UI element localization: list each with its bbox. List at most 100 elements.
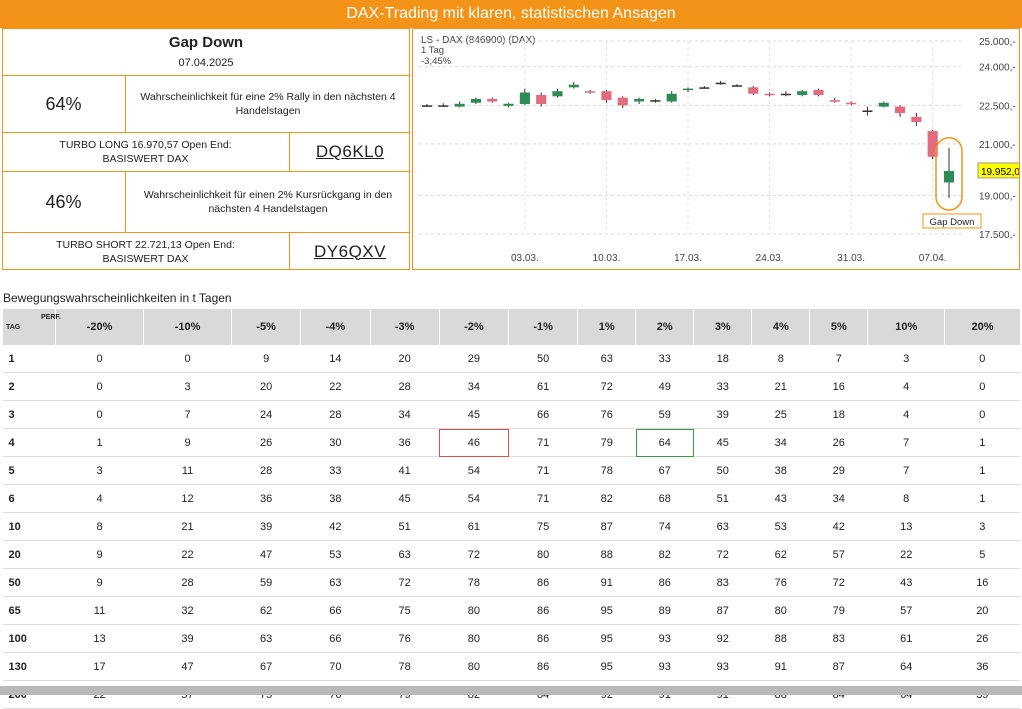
corner-perf-label: PERF. [41, 314, 61, 321]
table-cell: 29 [439, 345, 509, 373]
table-cell: 71 [508, 484, 578, 513]
table-cell: 22 [300, 372, 371, 401]
column-header: -5% [231, 309, 301, 345]
table-cell: 25 [751, 400, 810, 429]
table-cell: 64 [635, 428, 694, 457]
table-cell: 76 [370, 624, 440, 653]
annotation-box [922, 213, 982, 229]
table-cell: 8 [867, 484, 945, 513]
candle-body [927, 131, 938, 157]
table-cell: 79 [577, 428, 636, 457]
row-tag: 50 [2, 568, 56, 597]
table-cell: 16 [944, 568, 1020, 597]
table-cell: 50 [693, 456, 752, 485]
table-cell: 4 [867, 400, 945, 429]
corner-tag-label: TAG [6, 324, 21, 331]
column-header: -1% [507, 309, 578, 345]
x-tick-label: 07.04. [919, 253, 947, 264]
candle-body [813, 89, 824, 96]
candle-body [748, 87, 759, 94]
table-cell: 83 [693, 568, 752, 597]
table-cell: 47 [143, 652, 232, 681]
row-tag: 2 [2, 372, 56, 401]
table-cell: 54 [439, 456, 509, 485]
table-cell: 86 [508, 652, 578, 681]
table-cell: 38 [300, 484, 371, 513]
table-cell: 7 [143, 400, 232, 429]
table-cell: 80 [439, 624, 509, 653]
long-product-code[interactable]: DQ6KL0 [289, 132, 410, 172]
column-header: 2% [635, 309, 694, 345]
annotation-label: Gap Down [930, 217, 975, 228]
table-cell: 36 [231, 484, 301, 513]
table-cell: 26 [231, 428, 301, 457]
table-cell: 76 [577, 400, 636, 429]
column-header: 20% [944, 309, 1020, 345]
table-cell: 76 [751, 568, 810, 597]
column-header: -2% [438, 309, 509, 345]
table-cell: 7 [809, 345, 868, 373]
table-cell: 33 [635, 345, 694, 373]
candle-body [568, 84, 579, 88]
table-cell: 21 [143, 512, 232, 541]
candle-body [846, 102, 857, 105]
table-cell: 80 [751, 596, 810, 625]
table-cell: 88 [577, 540, 636, 569]
row-tag: 6 [2, 484, 56, 513]
table-cell: 91 [751, 652, 810, 681]
chart-subtitle: 1 Tag [421, 45, 444, 56]
table-cell: 34 [809, 484, 868, 513]
table-cell: 91 [577, 568, 636, 597]
table-cell: 53 [751, 512, 810, 541]
table-cell: 62 [231, 596, 301, 625]
candle-body [650, 100, 661, 102]
candle-body [617, 97, 628, 106]
table-cell: 50 [508, 345, 578, 373]
candle-body [764, 93, 775, 96]
chart-change: -3,45% [421, 56, 452, 67]
candle-body [585, 91, 596, 93]
table-cell: 72 [577, 372, 636, 401]
table-cell: 22 [867, 540, 945, 569]
table-cell: 63 [370, 540, 440, 569]
column-header: -3% [369, 309, 440, 345]
table-cell: 9 [55, 568, 144, 597]
table-cell: 57 [867, 596, 945, 625]
candle-body [731, 85, 742, 87]
table-row: 3 0 7 24 28 34 45 66 76 59 39 25 18 4 0 [2, 400, 1020, 429]
table-cell: 43 [867, 568, 945, 597]
chart-title: LS - DAX (846900) (DAX) [421, 35, 536, 46]
table-cell: 87 [809, 652, 868, 681]
table-cell: 3 [944, 512, 1020, 541]
candle-body [666, 93, 677, 102]
table-cell: 71 [508, 456, 578, 485]
table-cell: 12 [143, 484, 232, 513]
y-tick-label: 22.500,- [979, 101, 1016, 112]
table-cell: 34 [751, 428, 810, 457]
candle-body [911, 116, 922, 123]
row-tag: 10 [2, 512, 56, 541]
table-cell: 66 [300, 624, 371, 653]
table-cell: 13 [55, 624, 144, 653]
table-cell: 5 [944, 540, 1020, 569]
table-cell: 72 [370, 568, 440, 597]
candle-body [454, 103, 465, 107]
table-cell: 28 [300, 400, 371, 429]
table-cell: 30 [300, 428, 371, 457]
table-cell: 86 [635, 568, 694, 597]
corner-header: TAG PERF. [2, 309, 61, 345]
candle-body [519, 92, 530, 105]
table-cell: 51 [693, 484, 752, 513]
short-product-code[interactable]: DY6QXV [289, 232, 410, 270]
table-cell: 14 [300, 345, 371, 373]
x-tick-label: 10.03. [593, 253, 621, 264]
gap-down-highlight [935, 137, 963, 211]
table-row: 130 17 47 67 70 78 80 86 95 93 93 91 87 64 36 [2, 652, 1020, 681]
table-cell: 41 [370, 456, 440, 485]
candle-body [878, 102, 889, 107]
table-cell: 57 [809, 540, 868, 569]
candle-body [699, 87, 710, 89]
column-header: 4% [751, 309, 810, 345]
signal-date: 07.04.2025 [178, 57, 234, 69]
table-cell: 95 [577, 596, 636, 625]
